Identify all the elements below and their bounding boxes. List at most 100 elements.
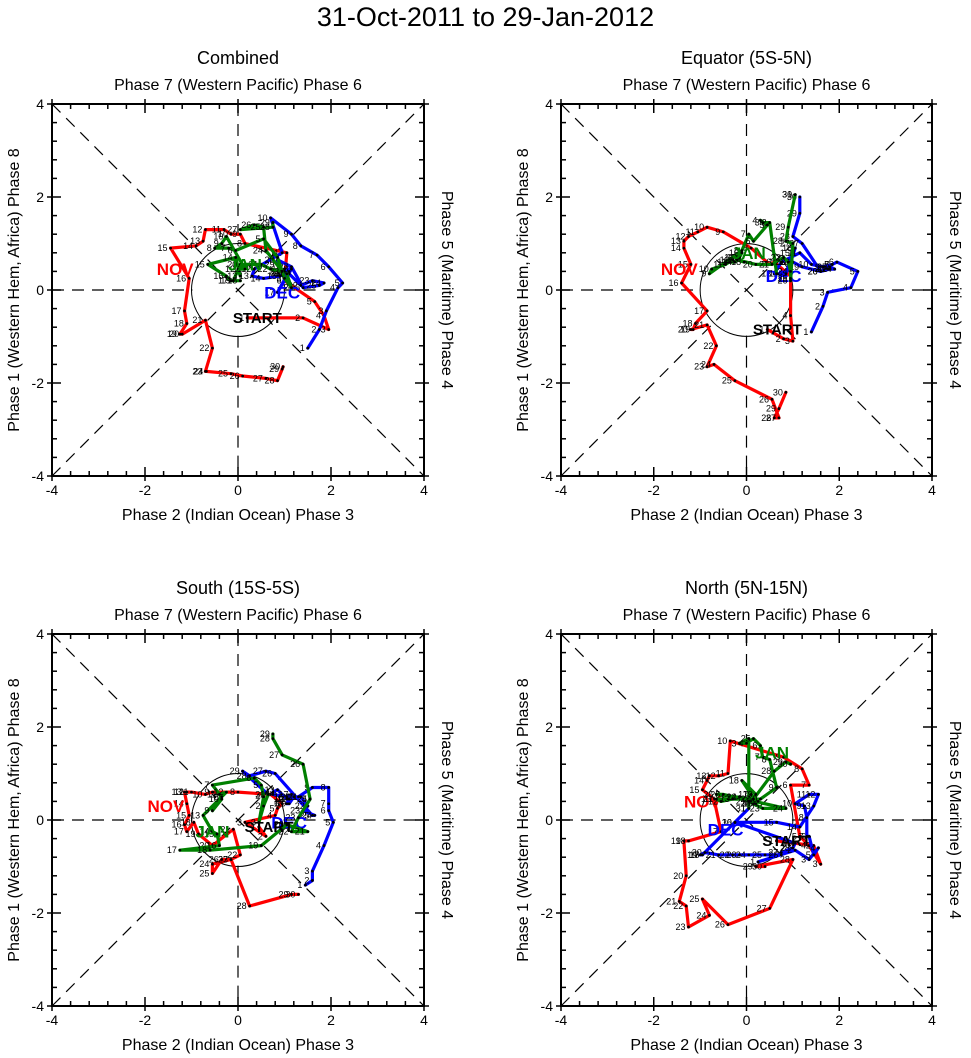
x-tick-label: 2 bbox=[327, 1012, 335, 1028]
day-label: 26 bbox=[262, 769, 272, 779]
data-point bbox=[754, 802, 758, 806]
data-point bbox=[238, 232, 242, 236]
data-point bbox=[197, 832, 200, 836]
day-label: 26 bbox=[703, 789, 713, 799]
data-point bbox=[297, 795, 300, 799]
y-tick-label: 4 bbox=[545, 626, 553, 642]
x-tick-label: 2 bbox=[327, 482, 335, 498]
series-line-nov bbox=[677, 739, 823, 929]
diagonal-guide bbox=[51, 103, 425, 477]
data-point bbox=[712, 797, 716, 801]
data-point bbox=[696, 230, 700, 234]
data-point bbox=[190, 790, 193, 794]
data-point bbox=[807, 793, 811, 796]
y-tick-label: 0 bbox=[36, 282, 44, 298]
data-point bbox=[749, 246, 753, 250]
day-label: 28 bbox=[773, 236, 783, 246]
diagonal-guide bbox=[560, 103, 933, 477]
day-label: 5 bbox=[759, 220, 764, 230]
day-label: 17 bbox=[689, 850, 699, 860]
data-point bbox=[733, 820, 737, 824]
day-label: 2 bbox=[295, 313, 300, 323]
data-point bbox=[262, 276, 265, 280]
data-point bbox=[789, 314, 792, 317]
day-label: 1 bbox=[260, 789, 265, 799]
day-label: 24 bbox=[696, 910, 706, 920]
day-label: 5 bbox=[783, 271, 788, 281]
data-point bbox=[250, 274, 254, 278]
day-label: 21 bbox=[192, 315, 202, 325]
day-label: 8 bbox=[207, 243, 212, 253]
main-title: 31-Oct-2011 to 29-Jan-2012 bbox=[316, 2, 655, 32]
data-point bbox=[726, 772, 730, 775]
day-label: 1 bbox=[769, 836, 774, 846]
day-label: 22 bbox=[288, 280, 298, 290]
data-point bbox=[331, 820, 335, 824]
day-label: 20 bbox=[808, 266, 818, 276]
day-label: 1 bbox=[251, 822, 256, 832]
data-point bbox=[301, 316, 305, 320]
day-label: 23 bbox=[750, 803, 760, 813]
data-point bbox=[684, 904, 688, 908]
top-axis-label: Phase 7 (Western Pacific) Phase 6 bbox=[623, 607, 871, 624]
day-label: 15 bbox=[780, 248, 790, 258]
day-label: 25 bbox=[299, 810, 309, 820]
day-label: 25 bbox=[306, 280, 316, 290]
data-point bbox=[280, 270, 284, 273]
day-label: 2 bbox=[256, 801, 261, 811]
day-label: 31 bbox=[782, 190, 792, 200]
data-point bbox=[211, 862, 214, 866]
day-label: 9 bbox=[232, 229, 237, 239]
day-label: 3 bbox=[251, 817, 256, 827]
data-point bbox=[714, 344, 718, 348]
data-point bbox=[798, 251, 802, 255]
data-point bbox=[248, 904, 252, 908]
day-label: 17 bbox=[218, 276, 228, 286]
day-label: 22 bbox=[817, 264, 827, 274]
day-label: 28 bbox=[237, 901, 247, 911]
unit-circle bbox=[699, 773, 794, 867]
data-point bbox=[810, 330, 813, 334]
day-label: 17 bbox=[724, 252, 734, 262]
day-label: 18 bbox=[676, 836, 686, 846]
day-label: 22 bbox=[199, 343, 209, 353]
day-label: 7 bbox=[221, 243, 226, 253]
day-label: 16 bbox=[729, 248, 739, 258]
data-point bbox=[231, 827, 235, 831]
day-label: 7 bbox=[309, 250, 314, 260]
day-label: 14 bbox=[260, 787, 270, 797]
data-point bbox=[292, 795, 296, 799]
panel-title: Equator (5S-5N) bbox=[681, 48, 812, 68]
data-point bbox=[224, 274, 228, 278]
data-point bbox=[204, 228, 207, 231]
day-label: 30 bbox=[752, 862, 762, 872]
day-label: 1 bbox=[750, 857, 755, 867]
data-point bbox=[336, 286, 340, 290]
data-point bbox=[752, 797, 755, 801]
day-label: 9 bbox=[214, 239, 219, 249]
day-label: 6 bbox=[321, 806, 326, 816]
data-point bbox=[297, 816, 300, 820]
data-point bbox=[204, 369, 208, 373]
data-point bbox=[311, 786, 314, 789]
day-label: 7 bbox=[741, 229, 746, 239]
day-label: 6 bbox=[752, 741, 757, 751]
data-point bbox=[803, 804, 806, 808]
day-label: 24 bbox=[773, 803, 783, 813]
data-point bbox=[169, 246, 172, 250]
day-label: 13 bbox=[227, 271, 237, 281]
data-point bbox=[689, 263, 693, 266]
y-tick-label: 4 bbox=[545, 96, 553, 112]
data-point bbox=[220, 242, 224, 245]
data-point bbox=[322, 844, 326, 847]
data-point bbox=[747, 806, 751, 810]
data-point bbox=[285, 795, 289, 799]
day-label: 3 bbox=[304, 866, 309, 876]
data-point bbox=[252, 267, 256, 271]
data-point bbox=[800, 242, 804, 245]
data-point bbox=[211, 872, 214, 875]
data-point bbox=[703, 851, 707, 854]
data-point bbox=[229, 232, 233, 236]
day-label: 17 bbox=[708, 827, 718, 837]
day-label: 24 bbox=[822, 264, 832, 274]
